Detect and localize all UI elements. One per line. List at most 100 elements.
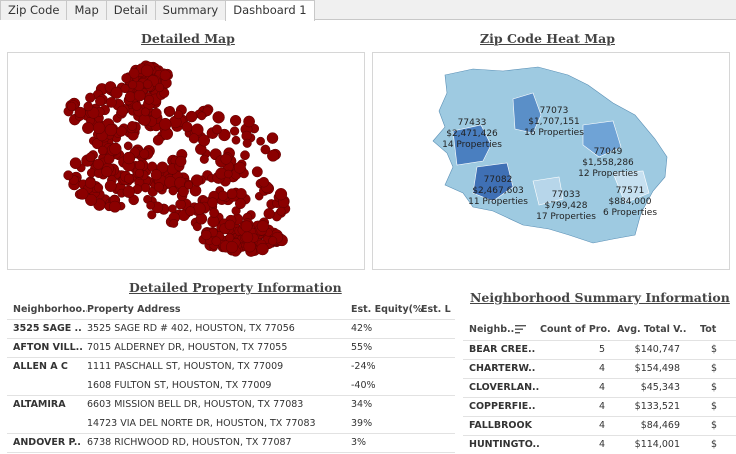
property-marker[interactable] xyxy=(156,161,169,174)
property-marker[interactable] xyxy=(212,111,225,124)
property-marker[interactable] xyxy=(69,157,82,170)
property-marker[interactable] xyxy=(256,136,265,146)
property-marker[interactable] xyxy=(240,220,253,233)
tab-zip-code[interactable]: Zip Code xyxy=(0,0,68,20)
property-marker[interactable] xyxy=(197,111,207,121)
table-row[interactable]: 14723 VIA DEL NORTE DR, HOUSTON, TX 7708… xyxy=(7,414,455,434)
property-marker[interactable] xyxy=(220,153,232,165)
property-marker[interactable] xyxy=(141,107,150,117)
property-marker[interactable] xyxy=(168,186,178,196)
property-marker[interactable] xyxy=(83,101,93,112)
property-marker[interactable] xyxy=(104,180,117,192)
property-marker[interactable] xyxy=(84,177,96,189)
property-marker[interactable] xyxy=(108,200,121,213)
property-marker[interactable] xyxy=(175,199,186,210)
table-row[interactable]: ANDOVER P.. 6738 RICHWOOD RD, HOUSTON, T… xyxy=(7,433,455,453)
property-marker[interactable] xyxy=(147,210,157,220)
property-marker[interactable] xyxy=(185,110,198,123)
sort-icon[interactable] xyxy=(515,324,529,337)
property-marker[interactable] xyxy=(175,155,187,167)
property-marker[interactable] xyxy=(159,69,171,81)
property-marker[interactable] xyxy=(260,144,271,155)
property-marker[interactable] xyxy=(133,89,146,102)
property-marker[interactable] xyxy=(211,236,222,246)
property-marker[interactable] xyxy=(120,84,130,94)
property-marker[interactable] xyxy=(274,188,288,201)
property-marker[interactable] xyxy=(168,204,177,213)
table-row[interactable]: 3525 SAGE .. 3525 SAGE RD # 402, HOUSTON… xyxy=(7,319,455,339)
table-row[interactable]: CHARTERW.. 4 $154,498 $ xyxy=(463,359,736,379)
heat-zone-77049[interactable] xyxy=(582,120,622,158)
table-row[interactable]: HUNTINGTO.. 4 $114,001 $ xyxy=(463,435,736,454)
property-marker[interactable] xyxy=(109,142,122,155)
col-header-equity[interactable]: Est. Equity(%) xyxy=(351,304,423,315)
heat-zone-77571[interactable] xyxy=(612,170,650,204)
heat-zone-77033[interactable] xyxy=(532,176,564,206)
table-row[interactable]: AFTON VILL.. 7015 ALDERNEY DR, HOUSTON, … xyxy=(7,338,455,358)
property-marker[interactable] xyxy=(101,166,113,178)
property-marker[interactable] xyxy=(226,188,238,200)
property-marker[interactable] xyxy=(93,183,104,193)
property-marker[interactable] xyxy=(173,110,183,120)
property-marker[interactable] xyxy=(256,220,269,233)
property-marker[interactable] xyxy=(122,151,136,165)
col-header-count[interactable]: Count of Pro.. xyxy=(540,324,610,335)
property-marker[interactable] xyxy=(201,229,212,241)
property-marker[interactable] xyxy=(218,128,231,142)
property-marker[interactable] xyxy=(140,183,151,193)
property-marker[interactable] xyxy=(92,121,106,135)
col-header-neighborhood[interactable]: Neighborhoo.. xyxy=(13,304,87,315)
property-marker[interactable] xyxy=(116,126,127,137)
property-marker[interactable] xyxy=(144,94,155,105)
property-marker[interactable] xyxy=(127,121,138,131)
property-marker[interactable] xyxy=(199,154,209,164)
property-marker[interactable] xyxy=(256,242,269,256)
table-row[interactable]: BEAR CREE.. 5 $140,747 $ xyxy=(463,340,736,360)
property-marker[interactable] xyxy=(267,149,279,162)
tab-map[interactable]: Map xyxy=(66,0,107,20)
property-marker[interactable] xyxy=(207,197,218,208)
property-marker[interactable] xyxy=(190,174,203,187)
property-marker[interactable] xyxy=(105,97,117,108)
property-marker[interactable] xyxy=(140,64,154,77)
property-marker[interactable] xyxy=(134,160,146,171)
property-marker[interactable] xyxy=(184,180,194,190)
property-marker[interactable] xyxy=(155,82,165,93)
property-marker[interactable] xyxy=(209,207,220,218)
property-marker[interactable] xyxy=(240,150,250,161)
property-marker[interactable] xyxy=(224,169,233,179)
col-header-avg-total[interactable]: Avg. Total V.. xyxy=(617,324,687,335)
property-marker[interactable] xyxy=(74,106,86,119)
property-marker[interactable] xyxy=(229,114,242,127)
heat-zone-77073[interactable] xyxy=(512,92,542,134)
property-marker[interactable] xyxy=(150,107,162,119)
property-marker[interactable] xyxy=(235,188,247,200)
property-marker[interactable] xyxy=(110,86,123,99)
property-marker[interactable] xyxy=(123,141,133,151)
heat-map-canvas[interactable]: 77073 $1,707,151 16 Properties 77433 $2,… xyxy=(373,53,729,269)
tab-summary[interactable]: Summary xyxy=(154,0,227,20)
property-marker[interactable] xyxy=(82,122,94,134)
table-row[interactable]: CLOVERLAN.. 4 $45,343 $ xyxy=(463,378,736,398)
heat-zone-77433[interactable] xyxy=(452,124,492,166)
property-marker[interactable] xyxy=(95,95,106,107)
table-row[interactable]: ALTAMIRA 6603 MISSION BELL DR, HOUSTON, … xyxy=(7,395,455,414)
property-marker[interactable] xyxy=(181,121,193,133)
property-marker[interactable] xyxy=(143,79,153,89)
property-marker[interactable] xyxy=(152,134,164,146)
tab-detail[interactable]: Detail xyxy=(105,0,156,20)
property-marker[interactable] xyxy=(159,118,172,131)
col-header-tot[interactable]: Tot xyxy=(700,324,717,335)
property-marker[interactable] xyxy=(164,105,176,117)
property-marker[interactable] xyxy=(212,124,222,135)
detailed-map-panel[interactable] xyxy=(7,52,365,270)
property-marker[interactable] xyxy=(128,67,140,79)
detailed-map-canvas[interactable] xyxy=(8,53,364,269)
property-marker[interactable] xyxy=(104,123,118,137)
property-marker[interactable] xyxy=(123,173,134,184)
property-marker[interactable] xyxy=(229,126,240,136)
property-marker[interactable] xyxy=(124,91,136,103)
property-marker[interactable] xyxy=(128,80,138,90)
table-row[interactable]: ALLEN A C 1111 PASCHALL ST, HOUSTON, TX … xyxy=(7,357,455,376)
property-marker[interactable] xyxy=(169,218,179,228)
